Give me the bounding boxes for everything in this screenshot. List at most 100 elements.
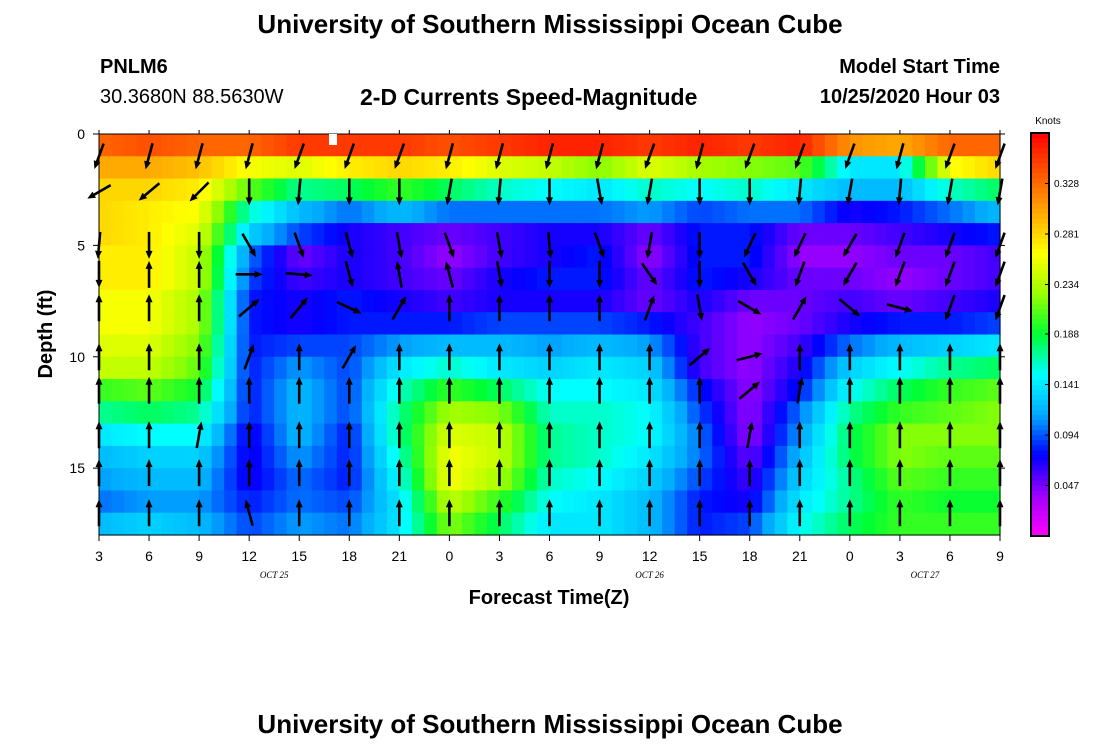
station-id: PNLM6 [100, 56, 168, 78]
chart-title: 2-D Currents Speed-Magnitude [360, 84, 698, 110]
heatmap-cell [862, 134, 876, 157]
heatmap-cell [524, 245, 538, 269]
heatmap-cell [574, 468, 588, 492]
current-arrow-head [744, 160, 752, 169]
current-arrow [844, 143, 856, 169]
colorbar-segment [1031, 339, 1049, 346]
heatmap-cell [724, 423, 738, 447]
current-arrow-head [946, 459, 954, 468]
current-arrow-head [597, 196, 604, 206]
heatmap-cell [436, 379, 450, 402]
heatmap-cell [974, 490, 989, 514]
heatmap-cell [386, 401, 400, 425]
heatmap-cell [149, 312, 163, 336]
heatmap-cell [124, 379, 138, 402]
colorbar-segment [1031, 329, 1049, 336]
heatmap-cell [799, 445, 813, 469]
colorbar-segment [1031, 359, 1049, 366]
current-arrow-head [245, 459, 253, 468]
heatmap-cell [737, 401, 751, 425]
current-arrow [195, 499, 203, 527]
heatmap-cell [849, 156, 863, 180]
heatmap-cell [136, 445, 150, 469]
heatmap-cell [762, 223, 776, 246]
colorbar-segment [1031, 213, 1049, 220]
colorbar-tick-label: 0.047 [1054, 481, 1079, 492]
heatmap-cell [199, 468, 213, 492]
heatmap-cell [336, 312, 350, 336]
heatmap-cell [361, 356, 375, 380]
colorbar-segment [1031, 158, 1049, 164]
current-arrow-head [644, 160, 652, 169]
heatmap-cell [987, 445, 1001, 469]
heatmap-cell [599, 200, 613, 224]
heatmap-cell [286, 200, 300, 224]
current-arrow [838, 298, 861, 317]
heatmap-cell [749, 445, 763, 469]
heatmap-cell [549, 334, 563, 358]
heatmap-cell [461, 245, 476, 269]
heatmap-cell [286, 423, 300, 447]
heatmap-cell [99, 490, 113, 514]
heatmap-cell [812, 312, 826, 336]
heatmap-cell [712, 156, 726, 180]
heatmap-cell [124, 134, 138, 157]
heatmap-cell [474, 401, 488, 425]
heatmap-cell [987, 490, 1001, 514]
colorbar-segment [1031, 178, 1049, 184]
current-arrow [495, 178, 503, 206]
heatmap-cell [924, 334, 939, 358]
current-arrow [596, 421, 604, 449]
current-arrow [336, 300, 362, 314]
heatmap-cell [787, 468, 801, 492]
heatmap-cell [449, 401, 463, 425]
colorbar-segment [1031, 364, 1049, 371]
heatmap-cell [461, 490, 476, 514]
heatmap-cell [899, 468, 913, 492]
heatmap-cell [436, 356, 450, 380]
current-arrow-head [749, 277, 757, 287]
heatmap-cell [849, 134, 863, 157]
heatmap-cell [774, 134, 788, 157]
heatmap-cell [812, 334, 826, 358]
current-arrow [946, 376, 954, 404]
heatmap-cell [474, 356, 488, 380]
current-arrow-head [845, 196, 853, 206]
heatmap-cell [249, 178, 263, 202]
current-arrow [394, 143, 406, 169]
heatmap-cell [361, 401, 375, 425]
current-arrow [295, 343, 303, 371]
heatmap-cell [637, 134, 651, 157]
heatmap-cell [474, 512, 488, 536]
heatmap-cell [799, 468, 813, 492]
heatmap-cell [887, 200, 901, 224]
colorbar-segment [1031, 425, 1049, 431]
heatmap-cell [812, 468, 826, 492]
heatmap-cell [887, 445, 901, 469]
current-arrow [345, 178, 353, 206]
heatmap-cell [549, 356, 563, 380]
heatmap-cell [612, 423, 626, 447]
heatmap-cell [324, 401, 338, 425]
heatmap-cell [336, 134, 350, 157]
heatmap-cell [562, 245, 576, 269]
heatmap-cell [111, 178, 125, 202]
x-tick-label: 15 [291, 548, 307, 564]
heatmap-cell [599, 223, 613, 246]
heatmap-cell [637, 223, 651, 246]
current-arrow [846, 499, 854, 527]
heatmap-cell [449, 156, 463, 180]
current-arrow-head [194, 160, 202, 170]
heatmap-cell [461, 312, 476, 336]
current-arrow-head [546, 421, 553, 430]
heatmap-cell [912, 134, 926, 157]
current-arrow [895, 142, 905, 170]
heatmap-cell [374, 267, 388, 291]
heatmap-cell [624, 267, 638, 291]
current-arrow [145, 421, 153, 449]
heatmap-cell [687, 200, 701, 224]
heatmap-cell [787, 512, 801, 536]
heatmap-cell [274, 379, 288, 402]
x-axis-title: Forecast Time(Z) [469, 587, 630, 609]
heatmap-cell [962, 512, 976, 536]
